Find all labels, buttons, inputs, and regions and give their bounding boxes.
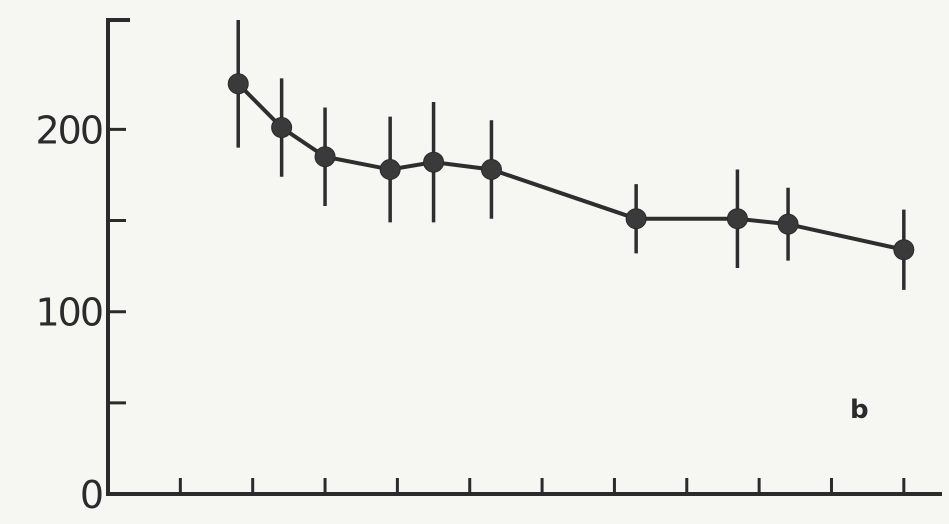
data-point	[227, 73, 249, 95]
data-point	[625, 208, 647, 230]
series-line	[236, 82, 905, 252]
data-point	[271, 117, 293, 139]
data-point	[726, 208, 748, 230]
data-point	[893, 239, 915, 261]
axes: 0 100 200	[35, 18, 942, 517]
data-point	[480, 158, 502, 180]
panel-label: b	[850, 395, 869, 425]
data-point	[379, 158, 401, 180]
data-point	[423, 151, 445, 173]
data-series	[227, 20, 915, 290]
data-point	[314, 146, 336, 168]
y-tick-label: 100	[35, 291, 102, 335]
y-tick-label: 0	[80, 473, 102, 517]
y-axis-line	[106, 18, 130, 496]
data-point	[777, 213, 799, 235]
y-tick-label: 200	[35, 108, 102, 152]
